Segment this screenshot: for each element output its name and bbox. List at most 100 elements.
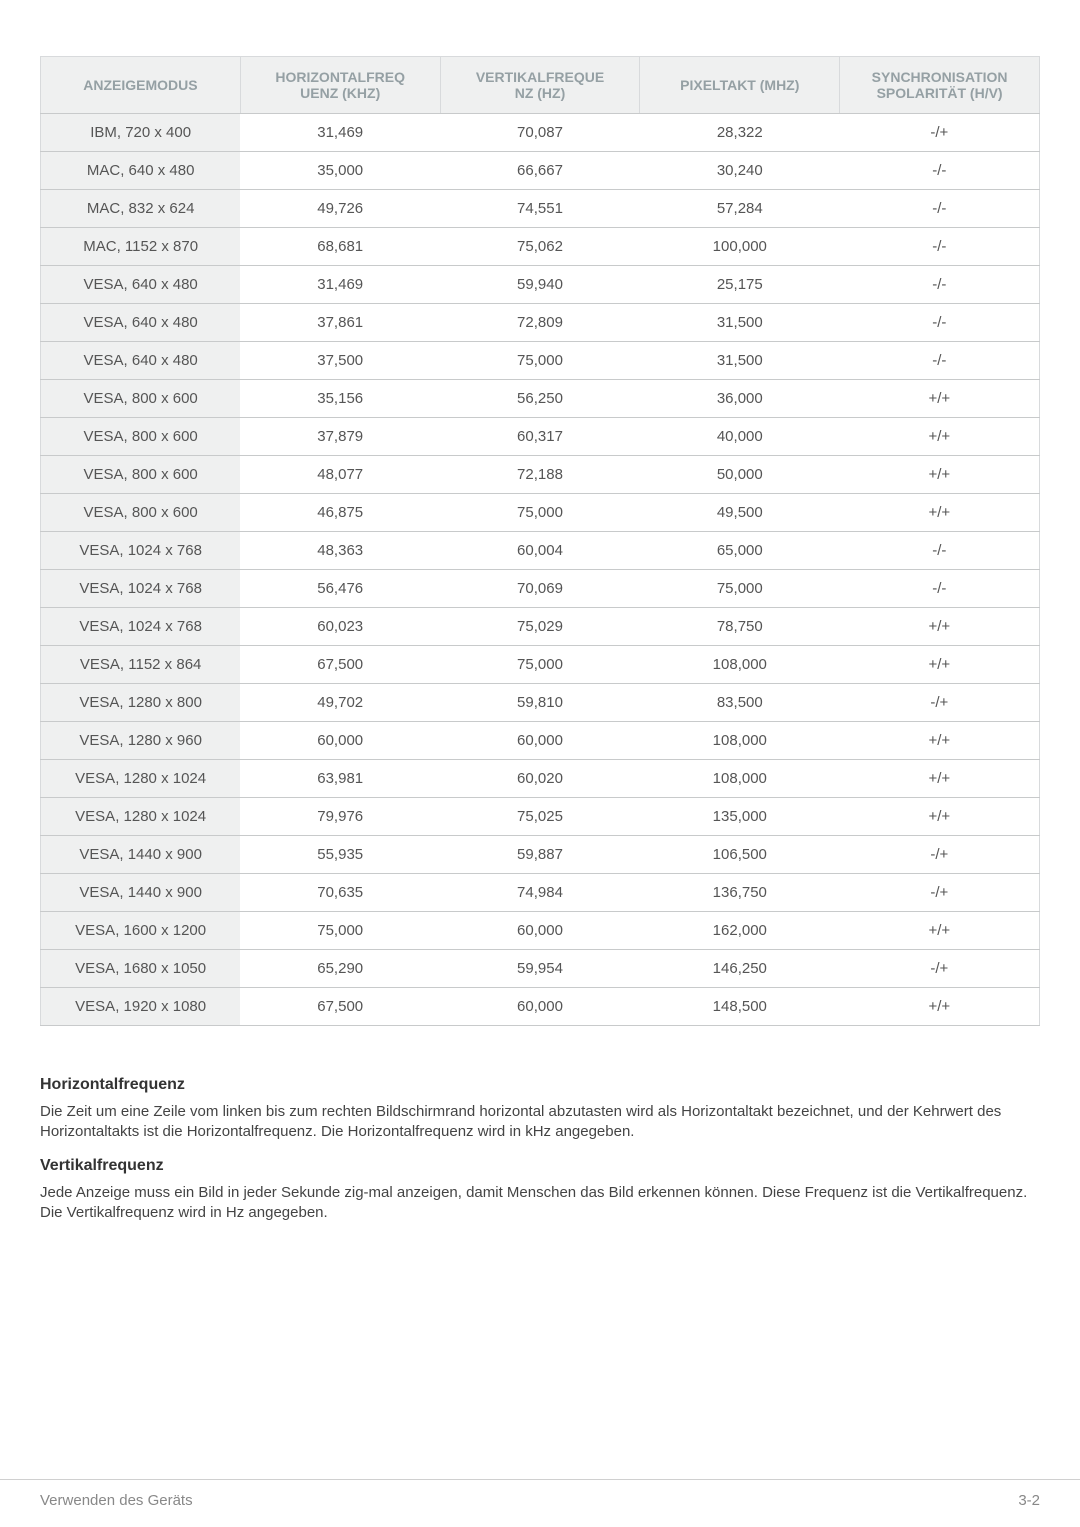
table-cell: 59,810 xyxy=(440,684,640,722)
table-cell: 31,500 xyxy=(640,342,840,380)
table-cell: -/- xyxy=(840,266,1040,304)
table-cell: 75,000 xyxy=(640,570,840,608)
col-pixeltakt: PIXELTAKT (MHZ) xyxy=(640,57,840,114)
table-body: IBM, 720 x 40031,46970,08728,322-/+MAC, … xyxy=(41,114,1040,1026)
hfreq-title: Horizontalfrequenz xyxy=(40,1076,1040,1094)
table-cell: 59,940 xyxy=(440,266,640,304)
table-cell: 60,004 xyxy=(440,532,640,570)
table-cell: 66,667 xyxy=(440,152,640,190)
table-cell: 55,935 xyxy=(240,836,440,874)
table-cell: 37,879 xyxy=(240,418,440,456)
table-row: VESA, 1152 x 86467,50075,000108,000+/+ xyxy=(41,646,1040,684)
table-cell: 60,317 xyxy=(440,418,640,456)
table-cell: +/+ xyxy=(840,912,1040,950)
table-cell: -/- xyxy=(840,152,1040,190)
table-cell: 63,981 xyxy=(240,760,440,798)
table-cell: 68,681 xyxy=(240,228,440,266)
table-cell: MAC, 832 x 624 xyxy=(41,190,241,228)
table-cell: VESA, 800 x 600 xyxy=(41,456,241,494)
table-cell: 56,250 xyxy=(440,380,640,418)
table-cell: 28,322 xyxy=(640,114,840,152)
table-cell: -/+ xyxy=(840,950,1040,988)
table-cell: 75,000 xyxy=(440,342,640,380)
table-cell: 35,156 xyxy=(240,380,440,418)
table-cell: 148,500 xyxy=(640,988,840,1026)
table-cell: 108,000 xyxy=(640,760,840,798)
vfreq-text: Jede Anzeige muss ein Bild in jeder Seku… xyxy=(40,1183,1040,1224)
table-cell: -/+ xyxy=(840,114,1040,152)
table-cell: +/+ xyxy=(840,988,1040,1026)
table-row: MAC, 640 x 48035,00066,66730,240-/- xyxy=(41,152,1040,190)
table-cell: MAC, 640 x 480 xyxy=(41,152,241,190)
table-cell: +/+ xyxy=(840,760,1040,798)
table-cell: VESA, 640 x 480 xyxy=(41,266,241,304)
table-row: VESA, 1024 x 76856,47670,06975,000-/- xyxy=(41,570,1040,608)
table-cell: 135,000 xyxy=(640,798,840,836)
page-footer: Verwenden des Geräts 3-2 xyxy=(0,1479,1080,1527)
table-cell: 60,000 xyxy=(240,722,440,760)
display-modes-table: ANZEIGEMODUS HORIZONTALFREQUENZ (KHZ) VE… xyxy=(40,56,1040,1026)
table-cell: VESA, 800 x 600 xyxy=(41,494,241,532)
table-cell: 74,984 xyxy=(440,874,640,912)
table-cell: 50,000 xyxy=(640,456,840,494)
table-cell: +/+ xyxy=(840,798,1040,836)
table-cell: 72,188 xyxy=(440,456,640,494)
table-cell: 57,284 xyxy=(640,190,840,228)
table-cell: -/+ xyxy=(840,874,1040,912)
table-cell: VESA, 1280 x 960 xyxy=(41,722,241,760)
table-cell: 30,240 xyxy=(640,152,840,190)
table-cell: 136,750 xyxy=(640,874,840,912)
table-cell: 48,077 xyxy=(240,456,440,494)
table-cell: 67,500 xyxy=(240,646,440,684)
table-header-row: ANZEIGEMODUS HORIZONTALFREQUENZ (KHZ) VE… xyxy=(41,57,1040,114)
table-cell: 106,500 xyxy=(640,836,840,874)
table-cell: 59,887 xyxy=(440,836,640,874)
table-row: VESA, 1600 x 120075,00060,000162,000+/+ xyxy=(41,912,1040,950)
table-cell: 79,976 xyxy=(240,798,440,836)
table-cell: 75,000 xyxy=(440,494,640,532)
table-row: VESA, 800 x 60037,87960,31740,000+/+ xyxy=(41,418,1040,456)
table-cell: 75,000 xyxy=(240,912,440,950)
table-cell: 72,809 xyxy=(440,304,640,342)
table-cell: +/+ xyxy=(840,418,1040,456)
table-cell: 70,635 xyxy=(240,874,440,912)
table-cell: 49,702 xyxy=(240,684,440,722)
table-cell: 48,363 xyxy=(240,532,440,570)
table-cell: 31,469 xyxy=(240,114,440,152)
col-anzeigemodus: ANZEIGEMODUS xyxy=(41,57,241,114)
hfreq-text: Die Zeit um eine Zeile vom linken bis zu… xyxy=(40,1102,1040,1143)
table-cell: +/+ xyxy=(840,608,1040,646)
table-cell: 40,000 xyxy=(640,418,840,456)
table-cell: -/- xyxy=(840,342,1040,380)
table-cell: 70,069 xyxy=(440,570,640,608)
table-cell: 59,954 xyxy=(440,950,640,988)
table-cell: -/- xyxy=(840,532,1040,570)
table-cell: 36,000 xyxy=(640,380,840,418)
table-cell: VESA, 1600 x 1200 xyxy=(41,912,241,950)
table-cell: 146,250 xyxy=(640,950,840,988)
table-cell: +/+ xyxy=(840,456,1040,494)
table-cell: 46,875 xyxy=(240,494,440,532)
table-row: VESA, 1440 x 90070,63574,984136,750-/+ xyxy=(41,874,1040,912)
table-row: VESA, 1440 x 90055,93559,887106,500-/+ xyxy=(41,836,1040,874)
table-cell: 75,062 xyxy=(440,228,640,266)
col-text: SYNCHRONISATIONSPOLARITÄT (H/V) xyxy=(872,69,1008,101)
table-row: VESA, 1680 x 105065,29059,954146,250-/+ xyxy=(41,950,1040,988)
table-cell: -/- xyxy=(840,190,1040,228)
table-cell: 25,175 xyxy=(640,266,840,304)
table-cell: VESA, 1440 x 900 xyxy=(41,874,241,912)
col-horizontalfreq: HORIZONTALFREQUENZ (KHZ) xyxy=(240,57,440,114)
table-cell: 100,000 xyxy=(640,228,840,266)
table-cell: -/+ xyxy=(840,836,1040,874)
table-cell: 60,000 xyxy=(440,912,640,950)
table-cell: +/+ xyxy=(840,494,1040,532)
table-cell: 65,290 xyxy=(240,950,440,988)
table-cell: -/- xyxy=(840,570,1040,608)
table-cell: 49,500 xyxy=(640,494,840,532)
table-row: VESA, 1920 x 108067,50060,000148,500+/+ xyxy=(41,988,1040,1026)
col-text: VERTIKALFREQUENZ (HZ) xyxy=(476,69,604,101)
table-cell: 49,726 xyxy=(240,190,440,228)
table-cell: VESA, 1280 x 1024 xyxy=(41,798,241,836)
table-cell: VESA, 640 x 480 xyxy=(41,342,241,380)
table-cell: MAC, 1152 x 870 xyxy=(41,228,241,266)
